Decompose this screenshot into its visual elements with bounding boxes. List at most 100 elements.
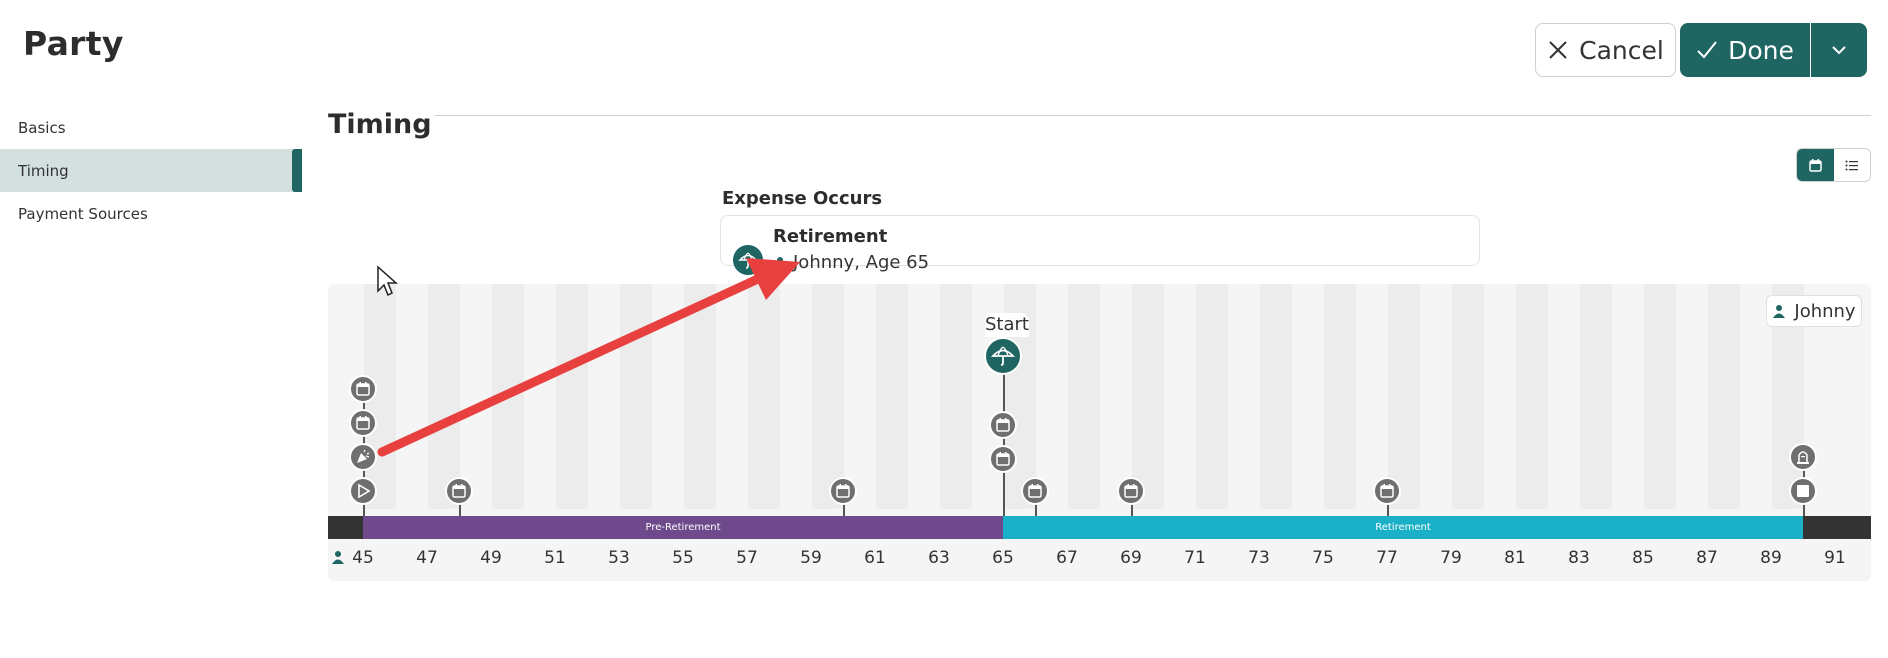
retirement-band[interactable]: Retirement [1003, 516, 1803, 539]
timeline-stripe [1580, 284, 1612, 509]
expense-event-name: Retirement [773, 226, 888, 247]
check-icon [1697, 41, 1717, 59]
expense-occurs-label: Expense Occurs [722, 188, 883, 209]
page-title: Party [23, 24, 124, 63]
age-tick-label: 81 [1504, 548, 1526, 568]
calendar-icon [452, 484, 466, 498]
age-tick-label: 67 [1056, 548, 1078, 568]
timeline-stripe [492, 284, 524, 509]
play-event-marker[interactable] [349, 477, 377, 505]
age-tick-label: 63 [928, 548, 950, 568]
sidebar-item-timing[interactable]: Timing [0, 149, 302, 192]
calendar-icon [356, 416, 370, 430]
calendar-icon [1124, 484, 1138, 498]
timeline-stripe [748, 284, 780, 509]
age-tick-label: 73 [1248, 548, 1270, 568]
umbrella-icon [733, 245, 763, 275]
party-popper-icon [357, 449, 370, 463]
calendar-icon [1028, 484, 1042, 498]
age-tick-label: 65 [992, 548, 1014, 568]
calendar-icon [1380, 484, 1394, 498]
age-tick-label: 91 [1824, 548, 1846, 568]
timeline-stripe [684, 284, 716, 509]
age-tick-label: 47 [416, 548, 438, 568]
age-tick-label: 55 [672, 548, 694, 568]
band-label: Pre-Retirement [645, 522, 721, 533]
done-button[interactable]: Done [1680, 23, 1810, 77]
age-tick-label: 49 [480, 548, 502, 568]
chevron-down-icon [1832, 46, 1846, 55]
pre-retirement-band[interactable]: Pre-Retirement [363, 516, 1003, 539]
person-icon [774, 256, 786, 270]
calendar-event-marker[interactable] [1117, 477, 1145, 505]
sidebar-item-label: Basics [18, 118, 66, 137]
timeline-stripe [1452, 284, 1484, 509]
list-icon [1845, 160, 1859, 170]
timeline-stripe [1132, 284, 1164, 509]
calendar-event-marker[interactable] [829, 477, 857, 505]
age-tick-label: 71 [1184, 548, 1206, 568]
calendar-event-marker[interactable] [989, 445, 1017, 473]
age-tick-label: 61 [864, 548, 886, 568]
calendar-event-marker[interactable] [1373, 477, 1401, 505]
expense-occurs-card[interactable]: Retirement Johnny, Age 65 [720, 215, 1480, 275]
umbrella-icon [991, 346, 1015, 366]
person-chip-label: Johnny [1794, 300, 1856, 322]
age-tick-label: 57 [736, 548, 758, 568]
timeline-stripe [556, 284, 588, 509]
timeline-stripe [876, 284, 908, 509]
section-title: Timing [328, 109, 432, 140]
timeline-band-after [1803, 516, 1871, 539]
person-filter-chip[interactable]: Johnny [1766, 295, 1862, 327]
age-tick-label: 89 [1760, 548, 1782, 568]
tombstone-event-marker[interactable] [1789, 443, 1817, 471]
calendar-event-marker[interactable] [349, 375, 377, 403]
square-icon [1797, 485, 1809, 497]
list-view-button[interactable] [1834, 149, 1871, 181]
tombstone-icon [1797, 451, 1809, 464]
calendar-icon [1809, 158, 1822, 172]
calendar-icon [996, 452, 1010, 466]
expense-event-detail-text: Johnny, Age 65 [793, 252, 930, 273]
done-button-label: Done [1728, 35, 1794, 65]
age-tick-label: 75 [1312, 548, 1334, 568]
sidebar-item-payment-sources[interactable]: Payment Sources [0, 192, 302, 235]
done-menu-button[interactable] [1811, 23, 1867, 77]
person-icon [1773, 305, 1786, 318]
mouse-cursor-icon [377, 265, 398, 297]
section-divider [435, 115, 1871, 116]
timeline-view-button[interactable] [1797, 149, 1834, 181]
sidebar-item-basics[interactable]: Basics [0, 106, 302, 149]
party-popper-event-marker[interactable] [349, 443, 377, 471]
calendar-event-marker[interactable] [445, 477, 473, 505]
view-toggle [1796, 148, 1871, 182]
timeline-stripe [1644, 284, 1676, 509]
timeline-stripe [1708, 284, 1740, 509]
timeline-band-before [328, 516, 363, 539]
age-tick-label: 51 [544, 548, 566, 568]
calendar-icon [356, 382, 370, 396]
calendar-icon [836, 484, 850, 498]
age-tick-label: 69 [1120, 548, 1142, 568]
calendar-event-marker[interactable] [349, 409, 377, 437]
sidebar-item-label: Payment Sources [18, 204, 148, 223]
age-tick-label: 83 [1568, 548, 1590, 568]
retirement-start-marker[interactable] [984, 337, 1022, 375]
expense-event-detail: Johnny, Age 65 [773, 252, 929, 273]
calendar-event-marker[interactable] [989, 411, 1017, 439]
timeline-stripe [620, 284, 652, 509]
cancel-button-label: Cancel [1579, 35, 1664, 65]
close-icon [1549, 41, 1567, 59]
calendar-event-marker[interactable] [1021, 477, 1049, 505]
cancel-button[interactable]: Cancel [1535, 23, 1676, 77]
timeline-stripe [1196, 284, 1228, 509]
timeline-stripe [428, 284, 460, 509]
end-event-marker[interactable] [1789, 477, 1817, 505]
sidebar-item-label: Timing [18, 161, 69, 180]
age-tick-label: 59 [800, 548, 822, 568]
calendar-icon [996, 418, 1010, 432]
age-tick-label: 87 [1696, 548, 1718, 568]
timeline-stripe [1260, 284, 1292, 509]
age-tick-label: 77 [1376, 548, 1398, 568]
timeline-stripe [812, 284, 844, 509]
